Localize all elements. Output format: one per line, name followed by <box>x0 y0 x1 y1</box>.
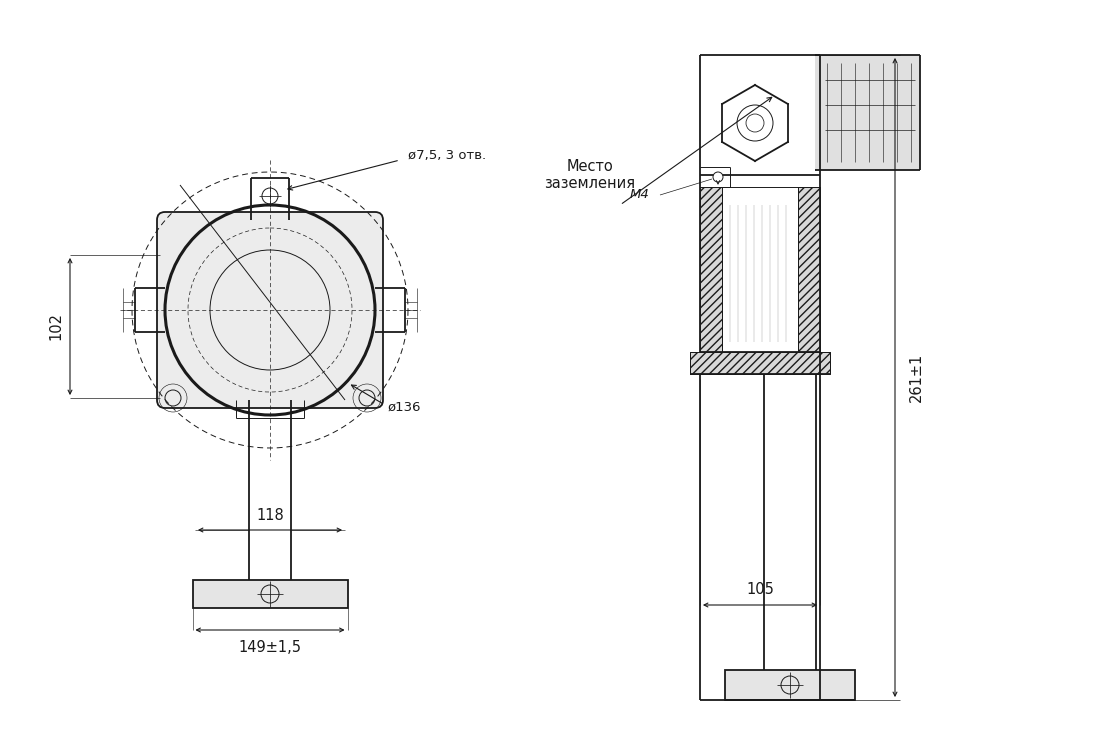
Text: M4: M4 <box>630 188 650 201</box>
Circle shape <box>737 105 773 141</box>
Text: 261±1: 261±1 <box>909 353 924 402</box>
FancyBboxPatch shape <box>157 212 383 408</box>
Text: 149±1,5: 149±1,5 <box>239 641 301 656</box>
Bar <box>192 580 348 608</box>
Text: ø136: ø136 <box>388 401 421 413</box>
Text: 105: 105 <box>746 582 774 597</box>
Text: 118: 118 <box>256 507 284 522</box>
Bar <box>690 352 830 374</box>
Text: Место
заземления: Место заземления <box>544 159 636 191</box>
Circle shape <box>713 172 723 182</box>
Bar <box>725 670 855 700</box>
Bar <box>722 187 798 352</box>
Text: 102: 102 <box>48 312 64 340</box>
Bar <box>798 187 820 352</box>
Bar <box>815 55 920 170</box>
Text: ø7,5, 3 отв.: ø7,5, 3 отв. <box>408 150 486 162</box>
Bar <box>700 187 722 352</box>
